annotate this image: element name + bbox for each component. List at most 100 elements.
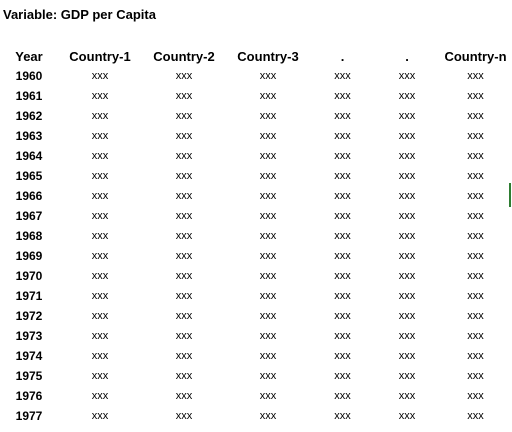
value-cell[interactable]: xxx [334, 330, 351, 342]
value-cell[interactable]: xxx [398, 250, 416, 262]
value-cell[interactable]: xxx [91, 70, 109, 82]
value-cell[interactable]: xxx [467, 390, 484, 402]
value-cell[interactable]: xxx [259, 390, 277, 402]
value-cell[interactable]: xxx [398, 390, 416, 402]
value-cell[interactable]: xxx [259, 210, 277, 222]
value-cell[interactable]: xxx [175, 310, 193, 322]
column-header[interactable]: Country-1 [69, 48, 131, 64]
column-header[interactable]: . [340, 48, 345, 64]
value-cell[interactable]: xxx [91, 110, 109, 122]
year-cell[interactable]: 1975 [15, 369, 43, 383]
value-cell[interactable]: xxx [467, 330, 484, 342]
year-cell[interactable]: 1976 [15, 389, 43, 403]
value-cell[interactable]: xxx [334, 230, 351, 242]
value-cell[interactable]: xxx [467, 210, 484, 222]
value-cell[interactable]: xxx [91, 170, 109, 182]
value-cell[interactable]: xxx [334, 210, 351, 222]
value-cell[interactable]: xxx [467, 410, 484, 422]
value-cell[interactable]: xxx [175, 410, 193, 422]
value-cell[interactable]: xxx [259, 250, 277, 262]
value-cell[interactable]: xxx [334, 170, 351, 182]
year-cell[interactable]: 1972 [15, 309, 43, 323]
value-cell[interactable]: xxx [175, 70, 193, 82]
value-cell[interactable]: xxx [334, 190, 351, 202]
value-cell[interactable]: xxx [91, 370, 109, 382]
value-cell[interactable]: xxx [259, 410, 277, 422]
value-cell[interactable]: xxx [175, 210, 193, 222]
value-cell[interactable]: xxx [398, 210, 416, 222]
value-cell[interactable]: xxx [259, 370, 277, 382]
value-cell[interactable]: xxx [398, 130, 416, 142]
value-cell[interactable]: xxx [259, 290, 277, 302]
value-cell[interactable]: xxx [467, 270, 484, 282]
value-cell[interactable]: xxx [175, 330, 193, 342]
value-cell[interactable]: xxx [259, 350, 277, 362]
value-cell[interactable]: xxx [91, 130, 109, 142]
year-cell[interactable]: 1965 [15, 169, 43, 183]
year-cell[interactable]: 1967 [15, 209, 43, 223]
value-cell[interactable]: xxx [398, 310, 416, 322]
value-cell[interactable]: xxx [175, 370, 193, 382]
column-header[interactable]: Country-2 [153, 48, 215, 64]
value-cell[interactable]: xxx [175, 250, 193, 262]
column-header[interactable]: Country-3 [237, 48, 299, 64]
value-cell[interactable]: xxx [334, 310, 351, 322]
value-cell[interactable]: xxx [175, 110, 193, 122]
value-cell[interactable]: xxx [467, 290, 484, 302]
value-cell[interactable]: xxx [334, 270, 351, 282]
value-cell[interactable]: xxx [467, 130, 484, 142]
value-cell[interactable]: xxx [91, 210, 109, 222]
value-cell[interactable]: xxx [334, 70, 351, 82]
value-cell[interactable]: xxx [91, 230, 109, 242]
year-cell[interactable]: 1970 [15, 269, 43, 283]
column-header[interactable]: Country-n [444, 48, 507, 64]
value-cell[interactable]: xxx [175, 170, 193, 182]
value-cell[interactable]: xxx [334, 130, 351, 142]
value-cell[interactable]: xxx [259, 130, 277, 142]
value-cell[interactable]: xxx [175, 270, 193, 282]
value-cell[interactable]: xxx [91, 310, 109, 322]
value-cell[interactable]: xxx [91, 390, 109, 402]
year-cell[interactable]: 1969 [15, 249, 43, 263]
value-cell[interactable]: xxx [398, 70, 416, 82]
value-cell[interactable]: xxx [467, 310, 484, 322]
value-cell[interactable]: xxx [259, 310, 277, 322]
year-cell[interactable]: 1968 [15, 229, 43, 243]
value-cell[interactable]: xxx [398, 90, 416, 102]
value-cell[interactable]: xxx [467, 110, 484, 122]
value-cell[interactable]: xxx [91, 190, 109, 202]
year-cell[interactable]: 1964 [15, 149, 43, 163]
column-header[interactable]: Year [15, 48, 43, 64]
year-cell[interactable]: 1960 [15, 69, 43, 83]
value-cell[interactable]: xxx [398, 230, 416, 242]
value-cell[interactable]: xxx [467, 150, 484, 162]
value-cell[interactable]: xxx [334, 370, 351, 382]
value-cell[interactable]: xxx [467, 350, 484, 362]
value-cell[interactable]: xxx [467, 370, 484, 382]
value-cell[interactable]: xxx [175, 190, 193, 202]
value-cell[interactable]: xxx [91, 290, 109, 302]
value-cell[interactable]: xxx [334, 390, 351, 402]
value-cell[interactable]: xxx [91, 150, 109, 162]
value-cell[interactable]: xxx [334, 150, 351, 162]
value-cell[interactable]: xxx [91, 90, 109, 102]
value-cell[interactable]: xxx [175, 390, 193, 402]
value-cell[interactable]: xxx [259, 170, 277, 182]
value-cell[interactable]: xxx [259, 230, 277, 242]
value-cell[interactable]: xxx [259, 90, 277, 102]
value-cell[interactable]: xxx [175, 230, 193, 242]
value-cell[interactable]: xxx [259, 270, 277, 282]
value-cell[interactable]: xxx [175, 130, 193, 142]
value-cell[interactable]: xxx [334, 350, 351, 362]
value-cell[interactable]: xxx [91, 410, 109, 422]
column-header[interactable]: . [405, 48, 409, 64]
value-cell[interactable]: xxx [398, 170, 416, 182]
value-cell[interactable]: xxx [398, 350, 416, 362]
value-cell[interactable]: xxx [398, 410, 416, 422]
value-cell[interactable]: xxx [398, 370, 416, 382]
year-cell[interactable]: 1963 [15, 129, 43, 143]
year-cell[interactable]: 1966 [15, 189, 43, 203]
value-cell[interactable]: xxx [398, 270, 416, 282]
value-cell[interactable]: xxx [398, 290, 416, 302]
value-cell[interactable]: xxx [467, 250, 484, 262]
